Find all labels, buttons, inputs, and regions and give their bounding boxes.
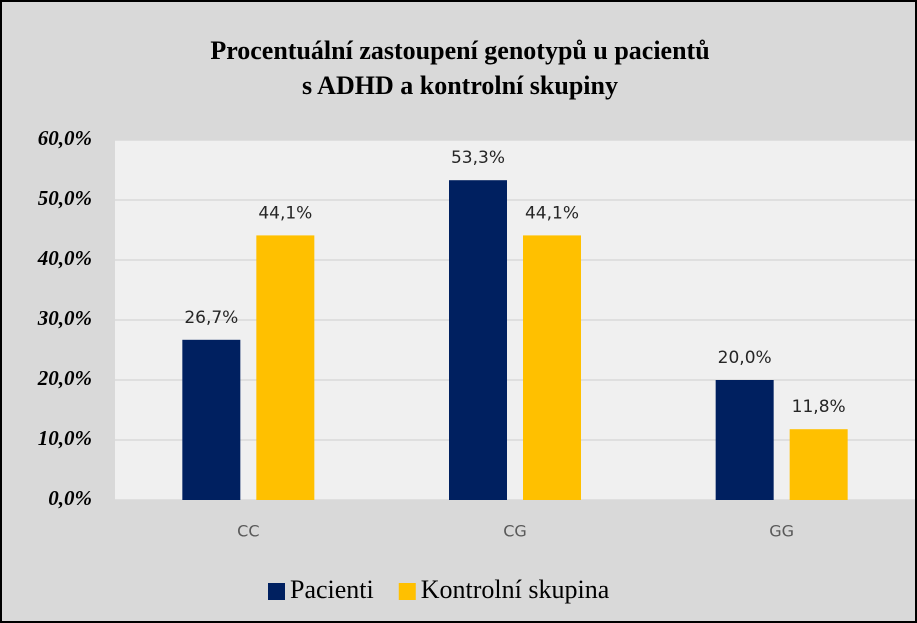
chart-title: s ADHD a kontrolní skupiny <box>302 71 618 100</box>
bar <box>449 180 507 500</box>
legend-label: Kontrolní skupina <box>421 575 610 604</box>
y-tick-label: 10,0% <box>38 426 92 450</box>
data-label: 44,1% <box>258 203 312 223</box>
data-label: 44,1% <box>525 203 579 223</box>
data-label: 11,8% <box>792 397 846 417</box>
data-label: 53,3% <box>451 148 505 168</box>
y-tick-label: 40,0% <box>37 246 92 270</box>
x-tick-label: GG <box>769 522 794 541</box>
y-tick-label: 0,0% <box>48 486 92 510</box>
x-tick-label: CG <box>503 522 527 541</box>
x-tick-label: CC <box>237 522 259 541</box>
legend-swatch <box>268 583 285 600</box>
bar <box>715 380 774 500</box>
legend-label: Pacienti <box>290 575 374 604</box>
y-tick-label: 30,0% <box>37 306 92 330</box>
data-label: 20,0% <box>718 348 772 368</box>
data-label: 26,7% <box>184 308 238 328</box>
legend-swatch <box>398 583 416 600</box>
chart-title: Procentuální zastoupení genotypů u pacie… <box>210 36 709 65</box>
y-tick-label: 50,0% <box>38 186 92 210</box>
y-tick-label: 60,0% <box>38 126 92 150</box>
bar <box>182 339 241 500</box>
y-tick-label: 20,0% <box>37 366 92 390</box>
bar <box>789 429 848 500</box>
bar <box>256 235 315 500</box>
bar <box>523 235 581 500</box>
